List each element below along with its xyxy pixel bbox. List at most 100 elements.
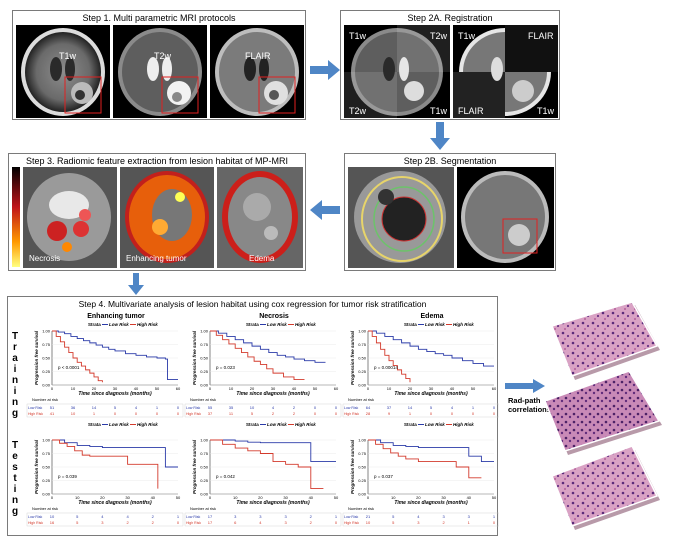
risk-value-low: 1 [472, 405, 475, 410]
x-tick-label: 40 [134, 386, 139, 391]
x-tick-label: 60 [176, 386, 181, 391]
km-curve-high [52, 330, 103, 383]
km-curve-low [368, 330, 494, 367]
x-axis-label: Time since diagnosis (months) [394, 500, 468, 506]
x-tick-label: 30 [113, 386, 118, 391]
legend-strata: Strata [88, 422, 101, 427]
risk-value-high: 0 [451, 411, 454, 416]
histology-slide-middle [544, 370, 662, 455]
x-tick-label: 30 [441, 495, 446, 500]
risk-value-high: 0 [114, 411, 117, 416]
mri-flair-image [210, 25, 304, 118]
y-tick-label: 0.25 [358, 369, 367, 374]
x-tick-label: 30 [271, 386, 276, 391]
risk-value-high: 16 [50, 520, 55, 525]
x-tick-label: 10 [233, 495, 238, 500]
x-tick-label: 10 [387, 386, 392, 391]
y-axis-label: Progression free survival [192, 439, 197, 494]
km-curve-high [368, 330, 411, 383]
risk-value-low: 5 [392, 514, 395, 519]
risk-value-high: 6 [234, 520, 237, 525]
risk-value-low: 4 [417, 514, 420, 519]
step3-panel: Step 3. Radiomic feature extraction from… [8, 153, 306, 271]
step2b-panel: Step 2B. Segmentation [344, 153, 556, 271]
reg-label-t1w-bottom-right: T1w [537, 106, 555, 116]
y-tick-label: 0.75 [358, 451, 367, 456]
x-tick-label: 0 [367, 386, 370, 391]
risk-value-low: 37 [387, 405, 392, 410]
risk-value-low: 4 [451, 405, 454, 410]
risk-value-low: 5 [430, 405, 433, 410]
legend-low: Low Risk [425, 422, 445, 427]
risk-value-low: 10 [50, 514, 55, 519]
risk-value-high: 1 [409, 411, 412, 416]
x-tick-label: 10 [391, 495, 396, 500]
risk-value-low: 1 [493, 514, 496, 519]
risk-value-high: 2 [152, 520, 155, 525]
risk-value-low: 3 [284, 514, 287, 519]
legend-low: Low Risk [109, 322, 129, 327]
legend-high: High Risk [453, 422, 474, 427]
km-title: Edema [421, 313, 444, 320]
risk-value-high: 0 [430, 411, 433, 416]
risk-table-frame [184, 512, 342, 527]
histology-slide-bottom [551, 445, 660, 530]
label-enhancing-tumor: Enhancing tumor [126, 254, 187, 263]
reg-label-t1w-right: T1w [458, 31, 476, 41]
km-curve-high [210, 330, 305, 381]
legend-strata: Strata [88, 322, 101, 327]
risk-row-label-low: Low Risk [186, 515, 200, 519]
y-tick-label: 0.50 [358, 465, 367, 470]
step2b-title: Step 2B. Segmentation [403, 156, 497, 166]
label-necrosis: Necrosis [29, 254, 61, 263]
risk-row-label-low: Low Risk [344, 515, 358, 519]
km-curve-low [52, 330, 178, 381]
y-tick-label: 0.25 [42, 478, 51, 483]
segmentation-overview-image [457, 167, 554, 268]
risk-value-low: 3 [442, 514, 445, 519]
y-tick-label: 0.50 [358, 356, 367, 361]
risk-row-label-high: High Risk [344, 412, 359, 416]
x-tick-label: 30 [125, 495, 130, 500]
y-tick-label: 0.00 [200, 492, 209, 497]
p-value: p < 0.0001 [58, 365, 80, 370]
x-tick-label: 20 [100, 495, 105, 500]
legend-low: Low Risk [267, 322, 287, 327]
y-tick-label: 0.50 [200, 465, 209, 470]
risk-value-high: 3 [101, 520, 104, 525]
registration-t1w-t2w-image [344, 25, 450, 118]
risk-value-low: 0 [177, 405, 180, 410]
risk-value-high: 0 [156, 411, 159, 416]
risk-value-low: 3 [468, 514, 471, 519]
y-tick-label: 1.00 [42, 329, 51, 334]
colorbar [12, 167, 20, 267]
x-tick-label: 30 [429, 386, 434, 391]
x-axis-label: Time since diagnosis (months) [236, 391, 310, 397]
reg-label-t1w-top: T1w [349, 31, 367, 41]
arrow-down-icon [128, 273, 144, 295]
y-tick-label: 1.00 [200, 329, 209, 334]
x-axis-label: Time since diagnosis (months) [78, 500, 152, 506]
p-value: p = 0.00014 [374, 365, 398, 370]
legend-high: High Risk [295, 322, 316, 327]
label-flair: FLAIR [245, 51, 271, 61]
risk-value-low: 36 [71, 405, 76, 410]
risk-value-low: 55 [208, 405, 213, 410]
legend-low: Low Risk [425, 322, 445, 327]
risk-value-high: 0 [493, 520, 496, 525]
x-tick-label: 60 [492, 386, 497, 391]
y-tick-label: 0.25 [200, 478, 209, 483]
y-tick-label: 0.25 [358, 478, 367, 483]
number-at-risk-label: Number at risk [190, 506, 216, 511]
risk-value-low: 51 [50, 405, 55, 410]
risk-value-high: 37 [208, 411, 213, 416]
x-axis-label: Time since diagnosis (months) [394, 391, 468, 397]
risk-value-high: 0 [335, 411, 338, 416]
p-value: p = 0.039 [58, 474, 77, 479]
row-label-training: T r a i n i n g [11, 331, 19, 419]
km-curve-high [368, 439, 482, 479]
risk-row-label-low: Low Risk [186, 406, 200, 410]
risk-value-low: 3 [259, 514, 262, 519]
segmentation-detail-image [348, 167, 454, 268]
risk-value-high: 0 [135, 411, 138, 416]
